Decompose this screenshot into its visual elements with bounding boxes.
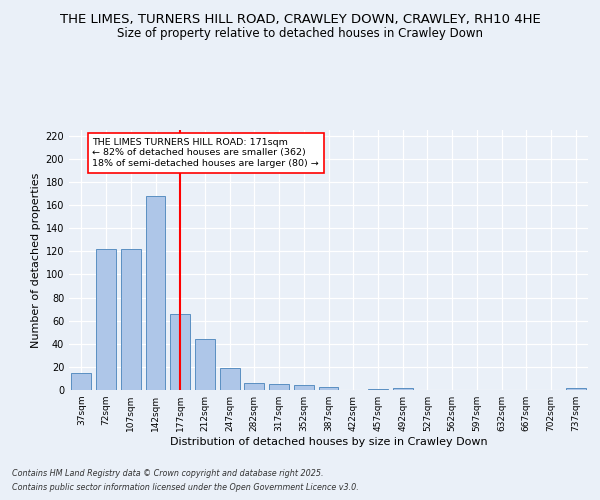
Text: Size of property relative to detached houses in Crawley Down: Size of property relative to detached ho… [117, 28, 483, 40]
Text: Contains public sector information licensed under the Open Government Licence v3: Contains public sector information licen… [12, 484, 359, 492]
Text: THE LIMES TURNERS HILL ROAD: 171sqm
← 82% of detached houses are smaller (362)
1: THE LIMES TURNERS HILL ROAD: 171sqm ← 82… [92, 138, 319, 168]
Text: Contains HM Land Registry data © Crown copyright and database right 2025.: Contains HM Land Registry data © Crown c… [12, 468, 323, 477]
Bar [566, 388, 586, 390]
Bar [244, 383, 264, 390]
Bar [393, 388, 413, 390]
Bar [121, 249, 140, 390]
Bar [71, 372, 91, 390]
Bar [319, 386, 338, 390]
Bar [146, 196, 166, 390]
Bar [195, 339, 215, 390]
Bar [269, 384, 289, 390]
Bar [220, 368, 239, 390]
Bar [368, 389, 388, 390]
Bar [294, 386, 314, 390]
Bar [96, 249, 116, 390]
Text: THE LIMES, TURNERS HILL ROAD, CRAWLEY DOWN, CRAWLEY, RH10 4HE: THE LIMES, TURNERS HILL ROAD, CRAWLEY DO… [59, 12, 541, 26]
X-axis label: Distribution of detached houses by size in Crawley Down: Distribution of detached houses by size … [170, 437, 487, 447]
Y-axis label: Number of detached properties: Number of detached properties [31, 172, 41, 348]
Bar [170, 314, 190, 390]
